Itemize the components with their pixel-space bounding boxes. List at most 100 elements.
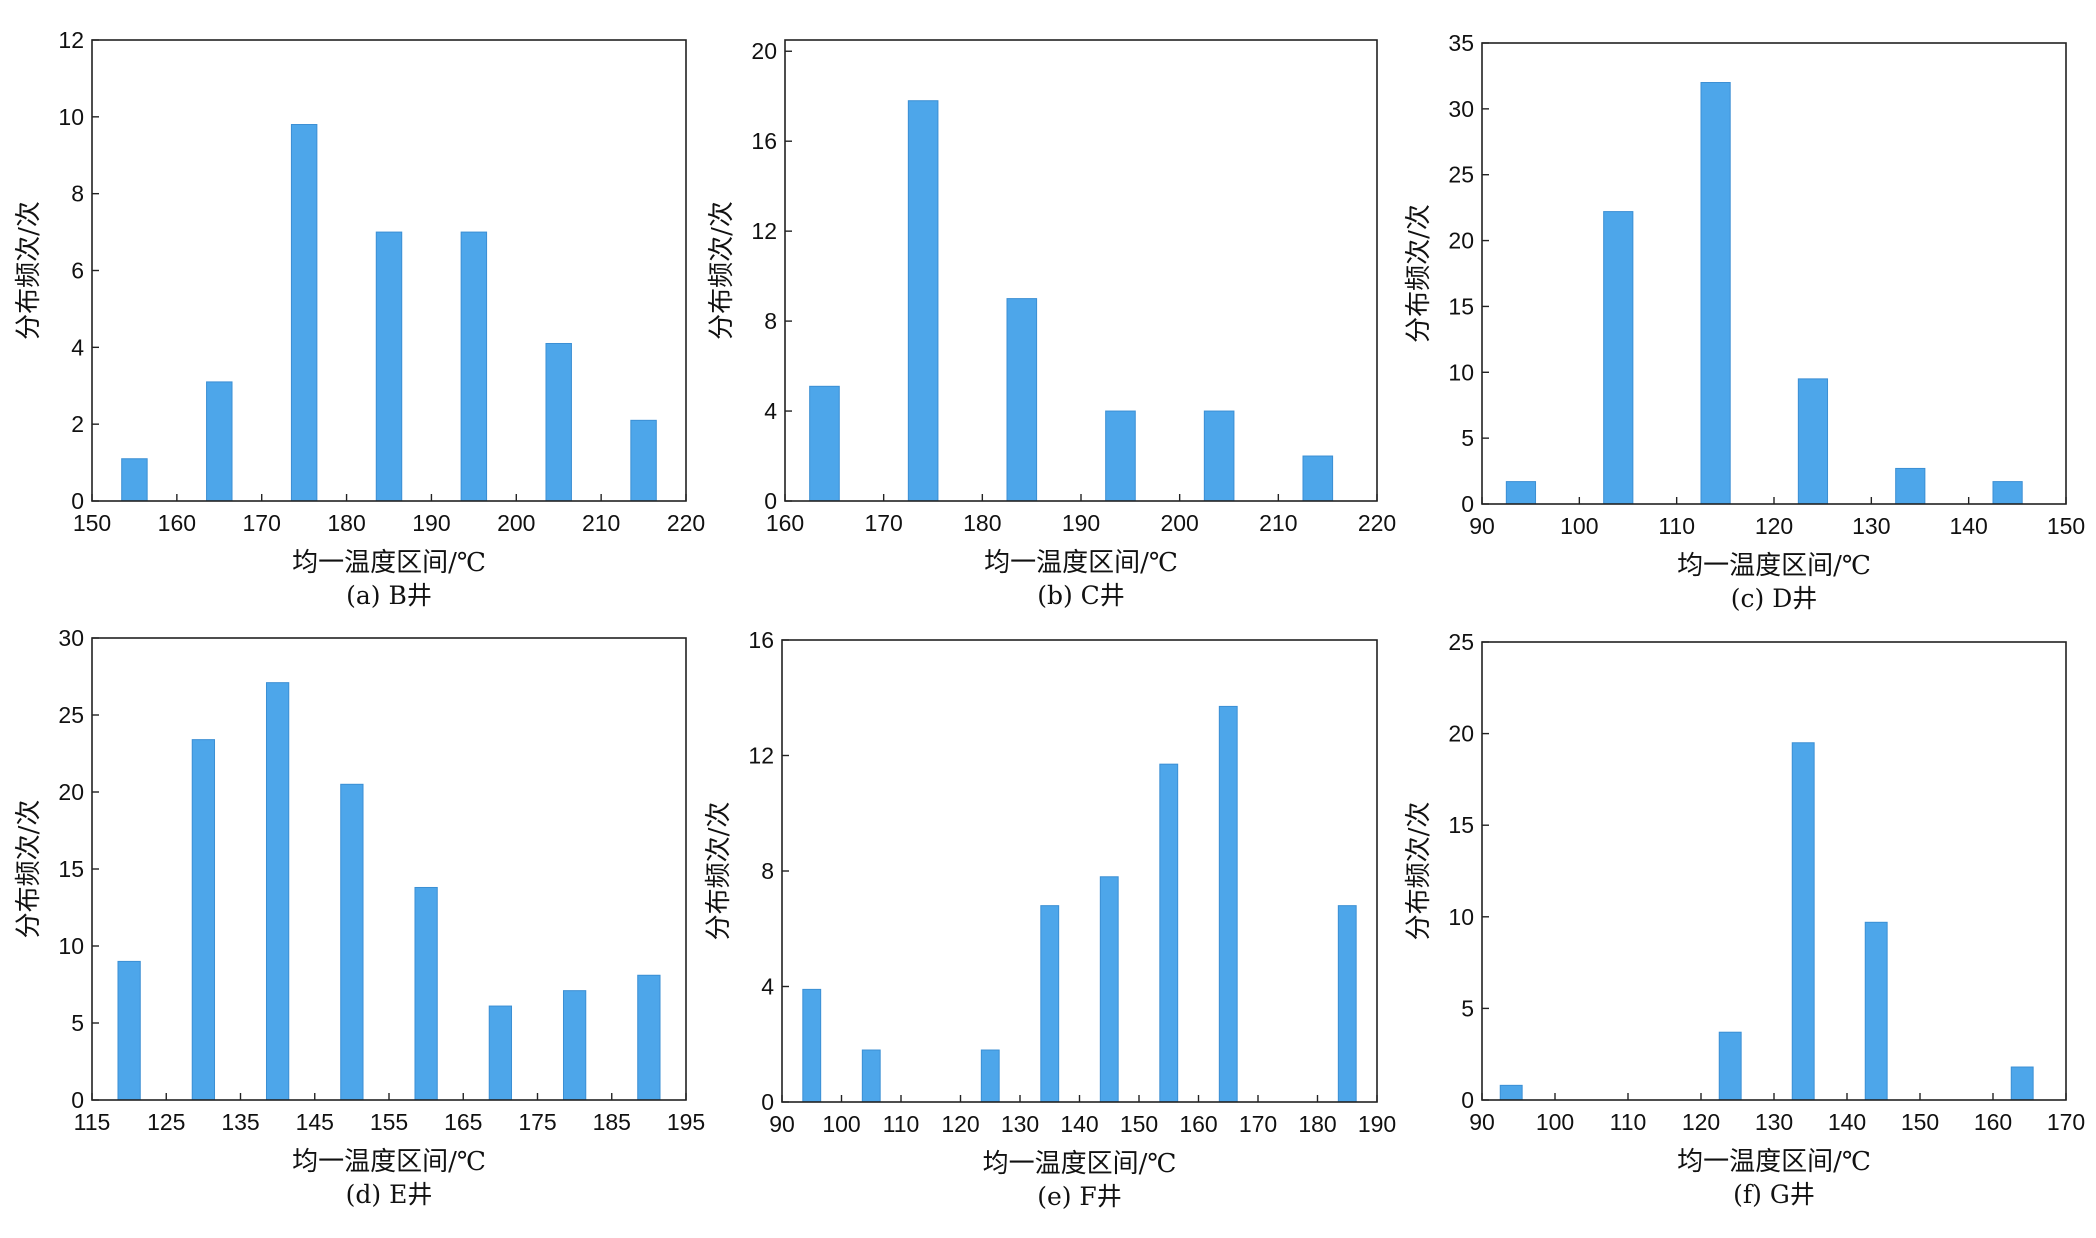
x-tick-label: 135	[221, 1109, 259, 1135]
y-axis-label: 分布频次/次	[1404, 802, 1434, 941]
bar	[488, 1005, 513, 1101]
y-axis-label: 分布频次/次	[704, 802, 734, 941]
bar	[2010, 1066, 2034, 1101]
x-tick-label: 190	[1062, 510, 1100, 536]
x-tick-label: 210	[1259, 510, 1297, 536]
bar	[1006, 298, 1038, 502]
bar	[562, 990, 587, 1101]
x-tick-label: 130	[1001, 1111, 1039, 1137]
bar	[1337, 905, 1357, 1103]
y-tick-label: 8	[764, 308, 777, 334]
panel-caption: (a) B井	[346, 581, 432, 610]
bar	[1302, 455, 1334, 502]
y-tick-label: 4	[761, 974, 774, 1000]
y-tick-label: 2	[71, 411, 84, 437]
x-tick-label: 90	[1469, 513, 1495, 539]
y-tick-label: 15	[1448, 293, 1474, 319]
bar	[460, 231, 488, 502]
y-tick-label: 35	[1448, 30, 1474, 56]
y-tick-label: 10	[58, 933, 84, 959]
x-tick-label: 110	[1610, 1109, 1647, 1135]
x-tick-label: 145	[296, 1109, 334, 1135]
y-axis-label: 分布频次/次	[14, 800, 44, 939]
x-axis-label: 均一温度区间/℃	[1677, 551, 1871, 581]
bar	[1603, 211, 1634, 505]
bar	[265, 682, 290, 1101]
y-tick-label: 10	[58, 104, 84, 130]
y-tick-label: 16	[748, 627, 774, 653]
x-tick-label: 125	[147, 1109, 185, 1135]
x-tick-label: 115	[74, 1109, 111, 1135]
x-tick-label: 150	[2047, 513, 2085, 539]
bar	[121, 458, 148, 502]
x-axis-label: 均一温度区间/℃	[1677, 1147, 1871, 1177]
y-tick-label: 0	[761, 1089, 774, 1115]
x-axis-label: 均一温度区间/℃	[983, 1149, 1177, 1179]
plot-frame	[781, 639, 1378, 1103]
bar	[545, 342, 572, 502]
x-tick-label: 130	[1852, 513, 1890, 539]
x-tick-label: 185	[593, 1109, 631, 1135]
x-tick-label: 170	[243, 510, 281, 536]
bar	[414, 886, 438, 1101]
bar	[637, 974, 661, 1101]
y-axis-label: 分布频次/次	[707, 201, 737, 340]
bar	[1797, 378, 1829, 505]
x-tick-label: 100	[822, 1111, 860, 1137]
y-tick-label: 25	[1448, 162, 1474, 188]
y-tick-label: 20	[1448, 721, 1474, 747]
x-tick-label: 150	[73, 510, 111, 536]
bar	[191, 739, 216, 1101]
y-tick-label: 0	[71, 1087, 84, 1113]
y-axis-label: 分布频次/次	[1404, 204, 1434, 343]
x-tick-label: 220	[667, 510, 705, 536]
panel-caption: (c) D井	[1731, 584, 1818, 613]
y-tick-label: 25	[58, 702, 84, 728]
x-tick-label: 195	[667, 1109, 705, 1135]
plot-frame	[91, 637, 687, 1101]
x-tick-label: 180	[1298, 1111, 1336, 1137]
y-tick-label: 8	[71, 181, 84, 207]
x-tick-label: 160	[1974, 1109, 2012, 1135]
bar	[206, 381, 233, 502]
x-tick-label: 90	[769, 1111, 795, 1137]
y-tick-label: 0	[764, 488, 777, 514]
plot-frame	[1481, 641, 2067, 1101]
y-tick-label: 6	[71, 258, 84, 284]
x-tick-label: 170	[864, 510, 902, 536]
x-tick-label: 160	[766, 510, 804, 536]
bar	[1099, 876, 1119, 1103]
x-tick-label: 190	[1358, 1111, 1396, 1137]
y-tick-label: 12	[58, 27, 84, 53]
x-axis-label: 均一温度区间/℃	[292, 548, 486, 578]
panel-caption: (b) C井	[1037, 581, 1125, 610]
x-tick-label: 120	[1755, 513, 1793, 539]
x-tick-label: 100	[1560, 513, 1598, 539]
bar	[1864, 921, 1888, 1101]
x-tick-label: 180	[327, 510, 365, 536]
chart-panel: 115 125 135 145 155 165 175 185 195 0 5 10 15 20 25 30 均…	[14, 625, 705, 1209]
y-tick-label: 30	[58, 625, 84, 651]
bar	[117, 960, 141, 1101]
x-tick-label: 200	[1160, 510, 1198, 536]
y-tick-label: 0	[71, 488, 84, 514]
x-tick-label: 100	[1536, 1109, 1574, 1135]
x-axis-label: 均一温度区间/℃	[292, 1147, 486, 1177]
y-tick-label: 0	[1461, 1087, 1474, 1113]
y-tick-label: 25	[1448, 629, 1474, 655]
x-tick-label: 160	[158, 510, 196, 536]
x-tick-label: 150	[1901, 1109, 1939, 1135]
x-tick-label: 140	[1060, 1111, 1098, 1137]
x-tick-label: 140	[1949, 513, 1987, 539]
x-tick-label: 160	[1179, 1111, 1217, 1137]
chart-panel: 90 100 110 120 130 140 150 160 170 180 190 0 4 8 12 16 均…	[704, 627, 1396, 1211]
plot-frame	[784, 39, 1378, 502]
y-tick-label: 10	[1448, 359, 1474, 385]
x-tick-label: 170	[1239, 1111, 1277, 1137]
bar	[1040, 905, 1060, 1103]
bar	[980, 1049, 1000, 1103]
bar	[1105, 410, 1136, 502]
bar	[861, 1049, 881, 1103]
bar	[1992, 481, 2023, 505]
panel-caption: (e) F井	[1037, 1182, 1122, 1211]
